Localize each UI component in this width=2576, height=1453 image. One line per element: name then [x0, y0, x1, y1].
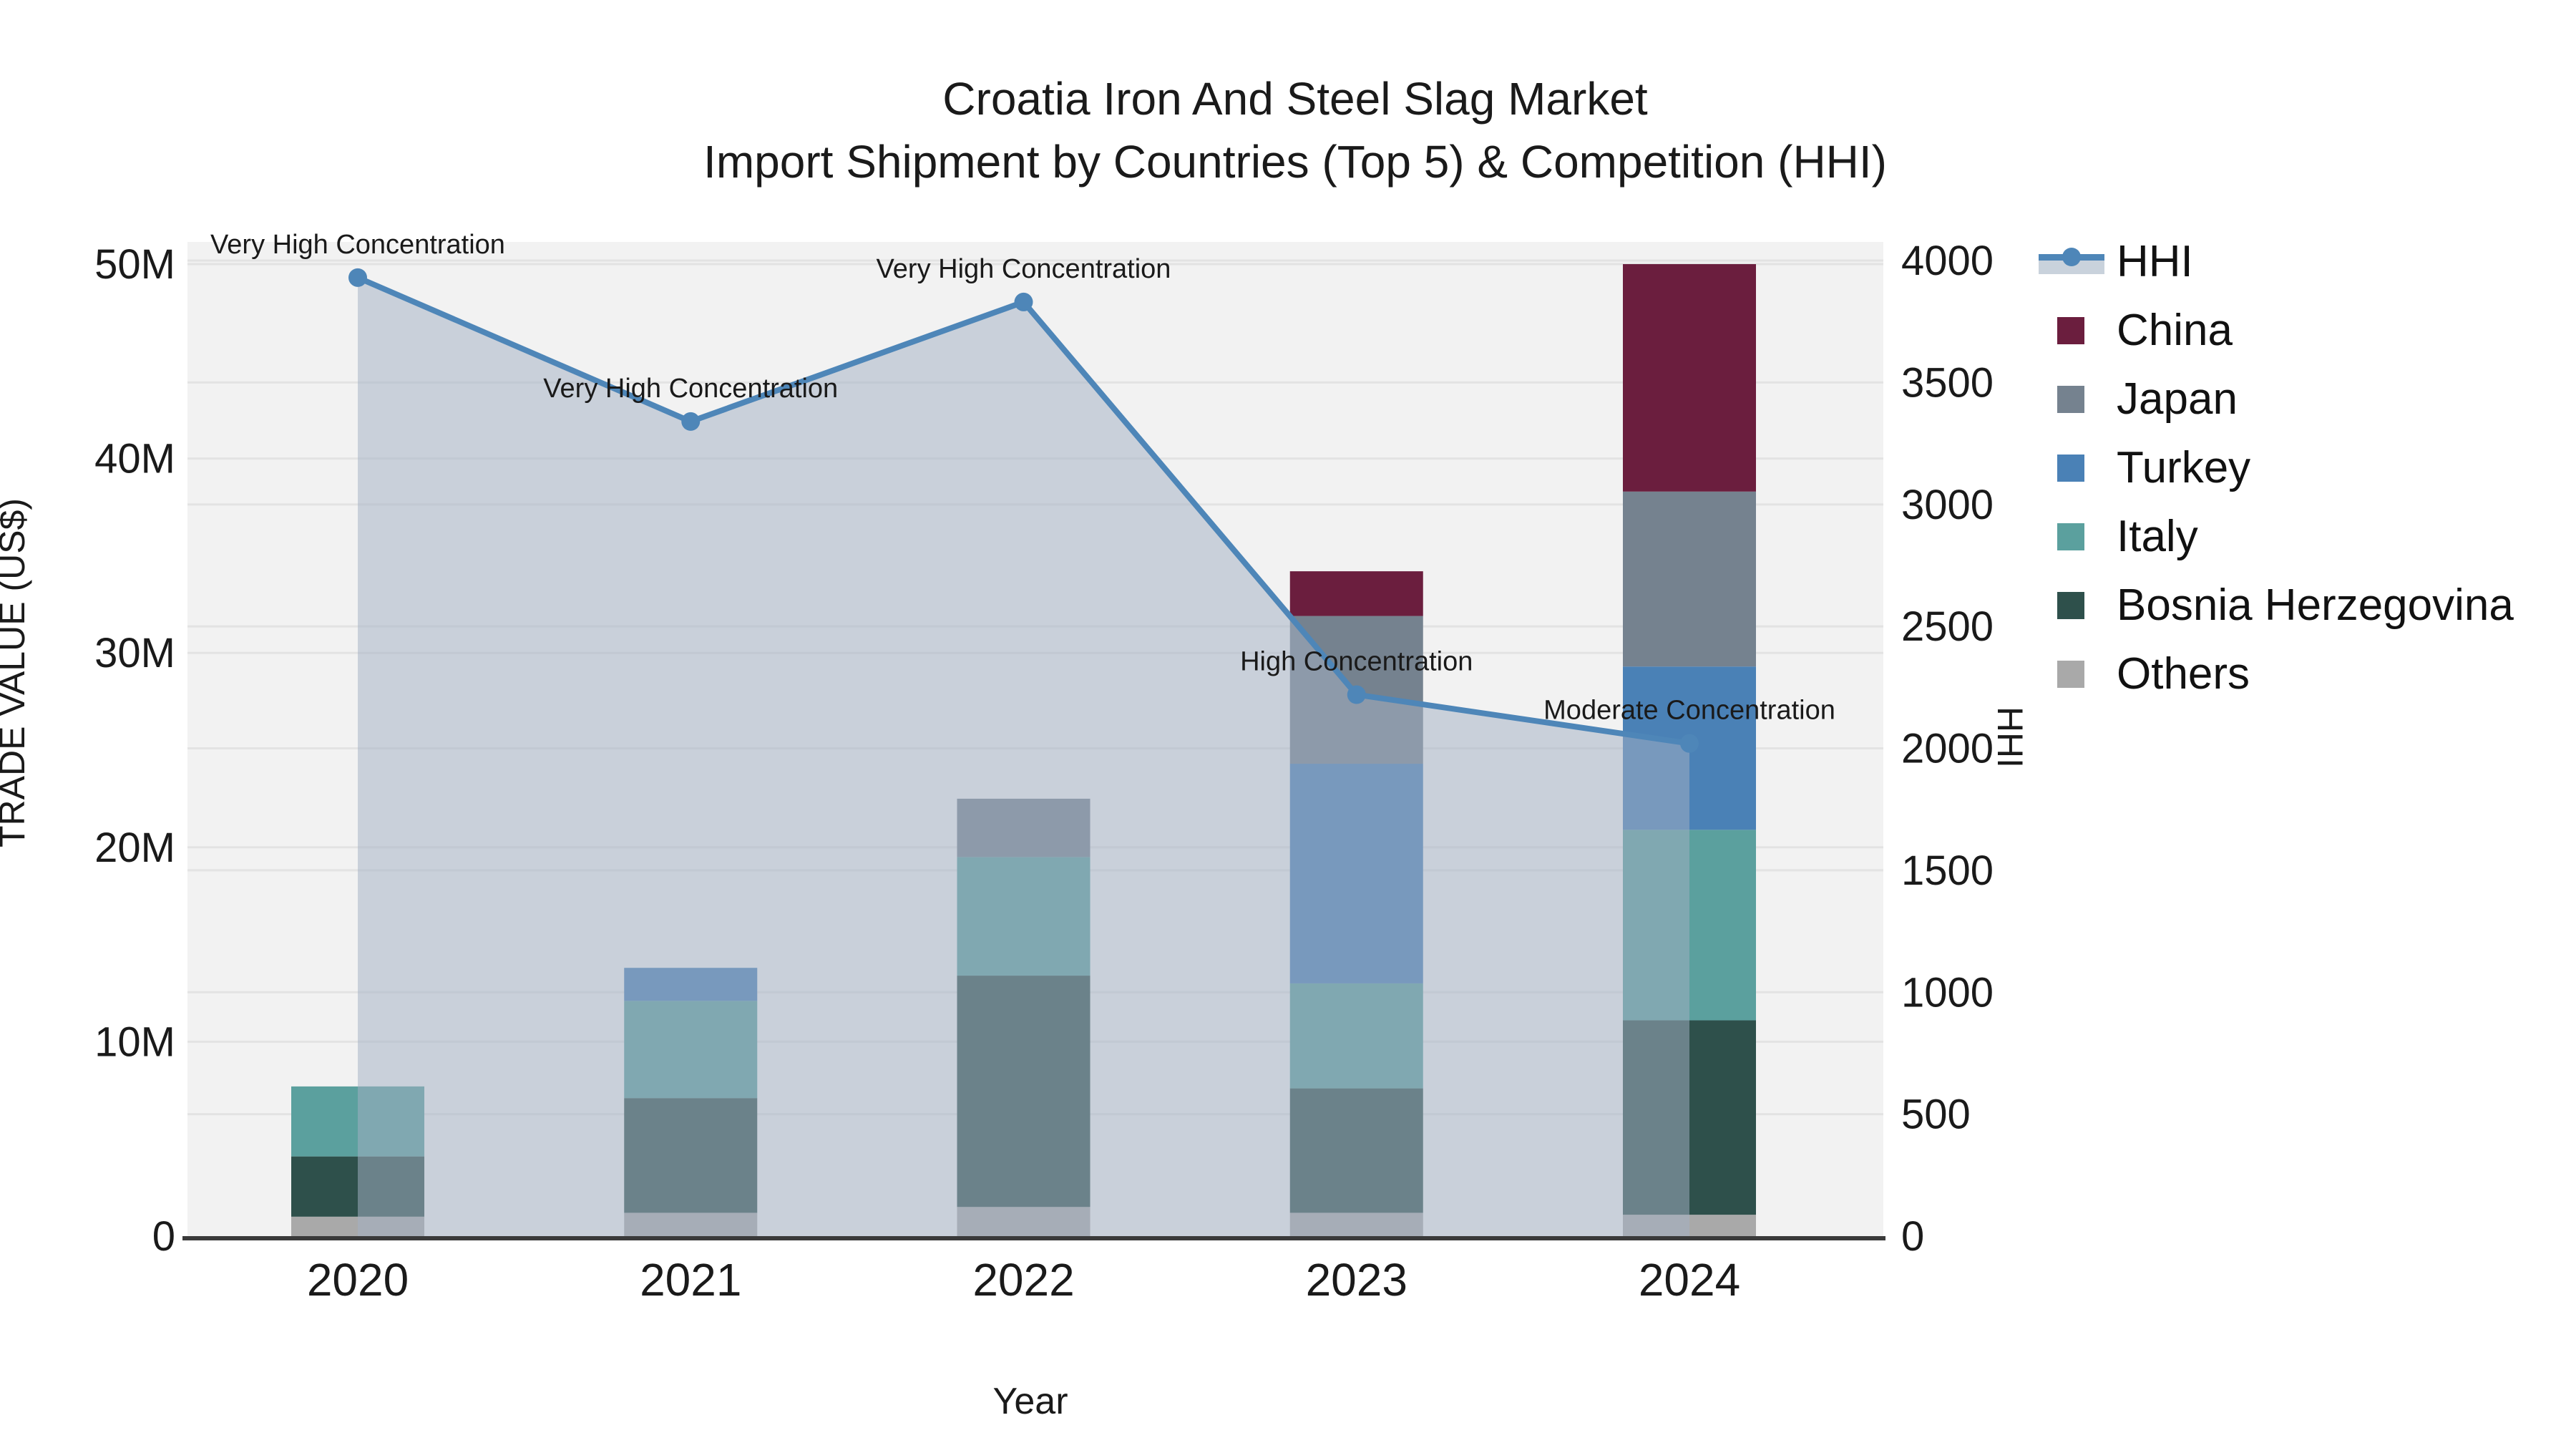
legend-swatch-italy	[2039, 515, 2117, 559]
y-left-tick-30M: 30M	[94, 630, 175, 676]
y-left-tick-10M: 10M	[94, 1019, 175, 1065]
legend-item-hhi[interactable]: HHI	[2039, 228, 2514, 296]
annotation-2021: Very High Concentration	[543, 374, 838, 404]
x-tick-2022: 2022	[972, 1254, 1074, 1306]
color-swatch-icon	[2057, 592, 2084, 619]
bar-segment-2024-china[interactable]	[1623, 264, 1756, 492]
legend-swatch-china	[2039, 308, 2117, 353]
y-right-tick-3500: 3500	[1901, 359, 1994, 406]
legend-swatch-bosnia-herzegovina	[2039, 583, 2117, 628]
legend-swatch-others	[2039, 652, 2117, 696]
legend-label: Bosnia Herzegovina	[2117, 580, 2514, 630]
color-swatch-icon	[2057, 523, 2084, 550]
y-right-tick-2500: 2500	[1901, 603, 1994, 650]
hhi-marker-2020[interactable]	[348, 268, 367, 287]
y-right-tick-4000: 4000	[1901, 238, 1994, 284]
legend-item-china[interactable]: China	[2039, 296, 2514, 365]
y-right-tick-0: 0	[1901, 1213, 1924, 1260]
legend-label: Turkey	[2117, 443, 2251, 492]
annotation-2024: Moderate Concentration	[1543, 696, 1835, 726]
hhi-marker-2023[interactable]	[1347, 685, 1366, 704]
y-right-tick-2000: 2000	[1901, 726, 1994, 772]
bar-segment-2024-japan[interactable]	[1623, 491, 1756, 667]
hhi-area-swatch	[2039, 258, 2104, 274]
annotation-2023: High Concentration	[1240, 647, 1473, 677]
legend-swatch-japan	[2039, 377, 2117, 422]
legend-item-others[interactable]: Others	[2039, 640, 2514, 709]
bar-segment-2023-china[interactable]	[1289, 571, 1423, 616]
x-tick-2024: 2024	[1639, 1254, 1740, 1306]
legend-item-bosnia-herzegovina[interactable]: Bosnia Herzegovina	[2039, 571, 2514, 640]
x-tick-2023: 2023	[1306, 1254, 1407, 1306]
color-swatch-icon	[2057, 317, 2084, 344]
y-left-tick-0: 0	[152, 1213, 175, 1260]
y-right-tick-3000: 3000	[1901, 482, 1994, 528]
legend-label: Japan	[2117, 374, 2238, 424]
chart-title-line1: Croatia Iron And Steel Slag Market	[942, 73, 1648, 125]
hhi-marker-2024[interactable]	[1680, 734, 1699, 753]
hhi-area-fill	[358, 277, 1689, 1236]
y-right-tick-1500: 1500	[1901, 847, 1994, 894]
y-left-tick-50M: 50M	[94, 241, 175, 288]
hhi-marker-2021[interactable]	[681, 412, 701, 431]
y-right-tick-1000: 1000	[1901, 969, 1994, 1016]
hhi-marker-icon	[2062, 248, 2081, 266]
y-left-tick-20M: 20M	[94, 825, 175, 871]
legend-item-japan[interactable]: Japan	[2039, 365, 2514, 434]
color-swatch-icon	[2057, 455, 2084, 482]
legend-label: Italy	[2117, 512, 2198, 561]
x-tick-2020: 2020	[307, 1254, 409, 1306]
legend-item-italy[interactable]: Italy	[2039, 502, 2514, 571]
annotation-2020: Very High Concentration	[210, 230, 505, 260]
x-axis-title: Year	[992, 1381, 1068, 1422]
legend: HHI China Japan Turkey Italy Bosnia Herzegovi…	[2039, 228, 2514, 709]
x-tick-2021: 2021	[640, 1254, 741, 1306]
legend-item-turkey[interactable]: Turkey	[2039, 434, 2514, 502]
chart-title-line2: Import Shipment by Countries (Top 5) & C…	[703, 136, 1887, 188]
color-swatch-icon	[2057, 386, 2084, 413]
legend-swatch-turkey	[2039, 446, 2117, 490]
hhi-line-icon	[2039, 240, 2117, 284]
color-swatch-icon	[2057, 661, 2084, 688]
legend-label: China	[2117, 306, 2233, 355]
y-left-tick-40M: 40M	[94, 436, 175, 482]
y-axis-title-right: HHI	[1990, 706, 2030, 768]
annotation-2022: Very High Concentration	[877, 254, 1171, 284]
y-right-tick-500: 500	[1901, 1092, 1971, 1138]
legend-label: HHI	[2117, 237, 2193, 286]
legend-label: Others	[2117, 649, 2250, 699]
y-axis-title-left: TRADE VALUE (US$)	[0, 498, 32, 847]
hhi-marker-2022[interactable]	[1014, 292, 1033, 311]
